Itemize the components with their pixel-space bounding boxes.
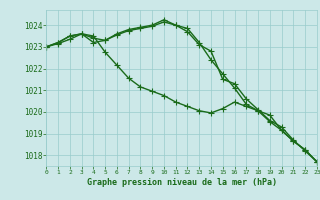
X-axis label: Graphe pression niveau de la mer (hPa): Graphe pression niveau de la mer (hPa)	[87, 178, 276, 187]
